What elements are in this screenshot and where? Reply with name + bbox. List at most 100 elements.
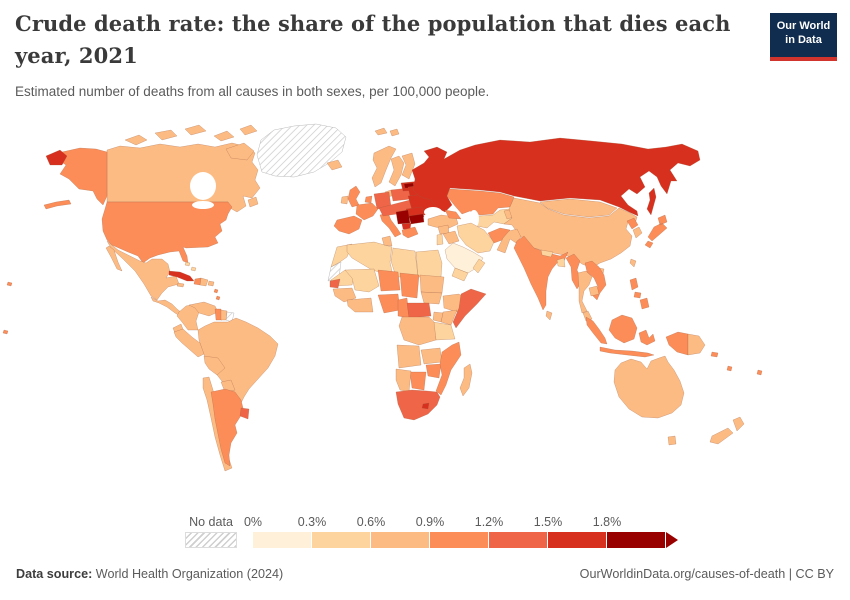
country-tunisia[interactable] xyxy=(381,235,393,247)
country-south-korea[interactable] xyxy=(632,226,643,239)
country-greece[interactable] xyxy=(401,226,419,239)
country-russia-sakhalin[interactable] xyxy=(646,187,657,216)
legend-bin-1[interactable] xyxy=(312,532,371,548)
legend-bin-5[interactable] xyxy=(548,532,607,548)
country-yemen[interactable] xyxy=(451,267,469,282)
country-argentina[interactable] xyxy=(210,388,244,467)
country-dominican-republic[interactable] xyxy=(199,277,209,287)
country-jordan[interactable] xyxy=(436,233,444,246)
no-data-swatch[interactable] xyxy=(185,532,237,548)
country-kazakhstan[interactable] xyxy=(446,188,515,216)
country-iran[interactable] xyxy=(456,222,495,254)
legend-bin-6[interactable] xyxy=(607,532,666,548)
country-iceland[interactable] xyxy=(326,159,343,171)
country-peru[interactable] xyxy=(173,328,205,358)
country-bolivia[interactable] xyxy=(203,355,226,376)
country-tasmania[interactable] xyxy=(667,435,677,446)
country-pacific-islands[interactable] xyxy=(2,281,13,335)
country-taiwan[interactable] xyxy=(629,258,637,268)
country-senegal[interactable] xyxy=(329,278,341,289)
country-aleutian-islands[interactable] xyxy=(43,199,72,210)
country-central-african-republic[interactable] xyxy=(406,302,432,319)
country-madagascar[interactable] xyxy=(459,363,473,397)
country-vanuatu[interactable] xyxy=(726,365,733,372)
country-spain-portugal[interactable] xyxy=(333,215,363,235)
country-united-states[interactable] xyxy=(101,201,233,264)
country-sweden[interactable] xyxy=(388,155,405,187)
country-ireland[interactable] xyxy=(340,195,349,205)
legend-bin-4[interactable] xyxy=(489,532,548,548)
country-bahamas[interactable] xyxy=(184,261,197,272)
country-indonesia-sumatra[interactable] xyxy=(585,316,608,345)
country-jamaica[interactable] xyxy=(176,282,185,288)
country-fiji[interactable] xyxy=(756,369,763,376)
country-pakistan[interactable] xyxy=(496,228,522,254)
country-malaysia[interactable] xyxy=(582,310,593,322)
footer-link[interactable]: OurWorldinData.org/causes-of-death | CC … xyxy=(579,567,834,581)
country-egypt[interactable] xyxy=(415,249,443,278)
country-cameroon[interactable] xyxy=(397,297,410,319)
country-lesotho[interactable] xyxy=(421,402,430,410)
country-south-sudan[interactable] xyxy=(420,291,443,305)
country-mongolia[interactable] xyxy=(539,198,618,218)
country-indonesia-java[interactable] xyxy=(599,346,655,358)
country-botswana[interactable] xyxy=(409,371,427,391)
country-finland[interactable] xyxy=(401,152,416,180)
country-thailand[interactable] xyxy=(577,270,593,314)
country-north-korea[interactable] xyxy=(626,217,639,230)
country-bangladesh[interactable] xyxy=(556,257,566,268)
country-papua-new-guinea[interactable] xyxy=(687,333,706,356)
country-caucasus[interactable] xyxy=(444,209,462,220)
country-russia[interactable] xyxy=(411,137,701,217)
country-greenland[interactable] xyxy=(256,123,347,178)
country-drc[interactable] xyxy=(398,316,437,346)
country-canada-arctic-islands[interactable] xyxy=(124,124,258,161)
legend-bin-3[interactable] xyxy=(430,532,489,548)
country-borneo[interactable] xyxy=(608,314,638,344)
country-new-zealand-south[interactable] xyxy=(709,427,734,445)
country-canada[interactable] xyxy=(106,142,261,213)
country-zimbabwe[interactable] xyxy=(425,363,442,379)
country-lesser-antilles[interactable] xyxy=(213,288,221,301)
country-south-africa[interactable] xyxy=(395,389,441,421)
country-cuba[interactable] xyxy=(168,270,195,282)
country-france[interactable] xyxy=(355,202,379,221)
country-ivory-coast-ghana[interactable] xyxy=(346,297,374,313)
country-nigeria[interactable] xyxy=(377,293,401,314)
country-benelux[interactable] xyxy=(364,195,373,204)
country-indonesia-papua[interactable] xyxy=(665,331,689,356)
country-tanzania[interactable] xyxy=(432,321,456,341)
country-newfoundland[interactable] xyxy=(247,196,259,208)
country-laos-vietnam[interactable] xyxy=(584,260,607,301)
legend-bin-0[interactable] xyxy=(253,532,312,548)
country-sudan[interactable] xyxy=(419,274,445,294)
country-uganda[interactable] xyxy=(432,311,444,323)
country-bulgaria[interactable] xyxy=(408,213,425,225)
country-uruguay[interactable] xyxy=(239,407,250,420)
country-svalbard[interactable] xyxy=(374,127,400,137)
country-niger[interactable] xyxy=(377,269,401,292)
country-puerto-rico[interactable] xyxy=(207,280,215,287)
country-mozambique[interactable] xyxy=(435,341,462,396)
country-japan[interactable] xyxy=(644,214,668,249)
country-solomon-islands[interactable] xyxy=(710,351,719,358)
country-iraq[interactable] xyxy=(442,230,460,245)
country-suriname[interactable] xyxy=(220,309,228,321)
country-somalia[interactable] xyxy=(452,288,487,329)
country-mali[interactable] xyxy=(344,268,380,293)
country-sri-lanka[interactable] xyxy=(545,310,553,321)
country-angola[interactable] xyxy=(396,344,422,369)
country-zambia[interactable] xyxy=(420,347,443,365)
country-united-kingdom[interactable] xyxy=(347,185,361,208)
owid-logo[interactable]: Our World in Data xyxy=(770,13,837,61)
country-oman[interactable] xyxy=(472,258,486,274)
country-nepal[interactable] xyxy=(540,249,554,258)
country-venezuela[interactable] xyxy=(188,301,219,317)
country-new-zealand-north[interactable] xyxy=(732,416,745,432)
country-turkey[interactable] xyxy=(427,214,459,230)
country-australia[interactable] xyxy=(613,355,685,419)
country-indonesia-sulawesi[interactable] xyxy=(638,329,656,346)
country-namibia[interactable] xyxy=(395,368,412,393)
country-philippines[interactable] xyxy=(629,277,650,310)
country-chad[interactable] xyxy=(399,272,420,299)
